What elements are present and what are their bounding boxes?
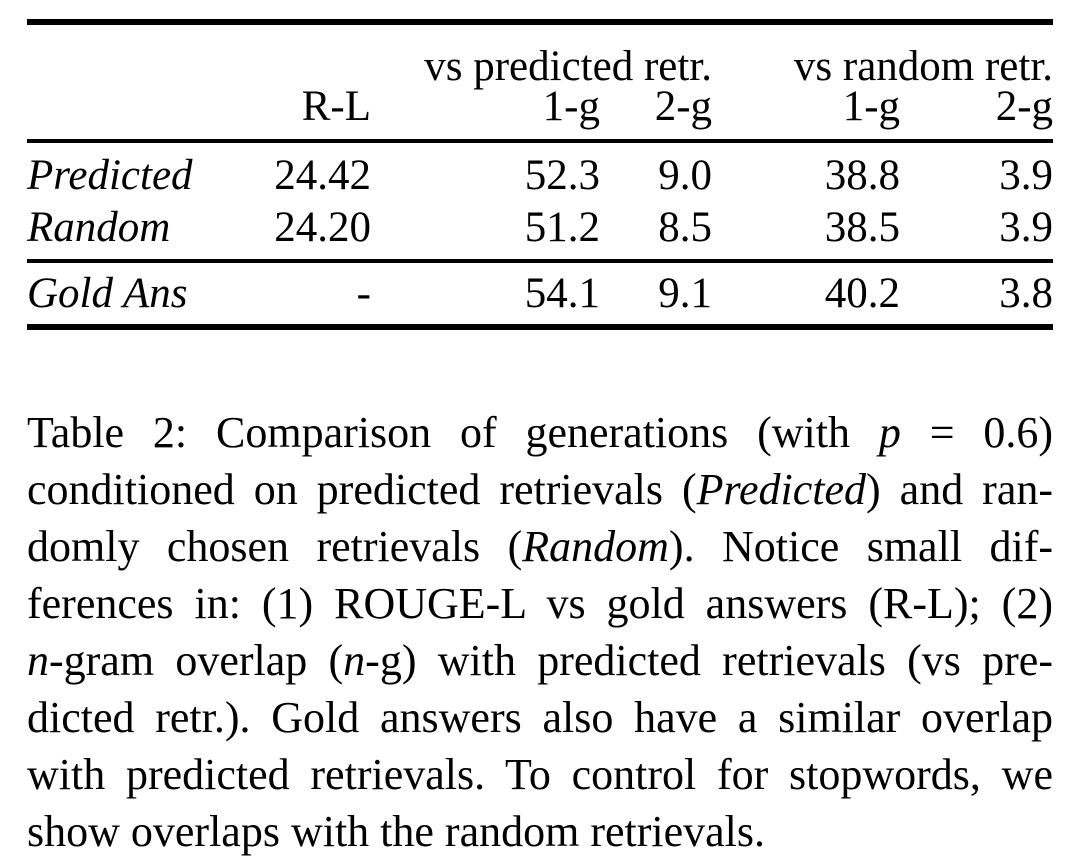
table-row-gold-ans: Gold Ans - 54.1 9.1 40.2 3.8	[27, 261, 1053, 327]
caption-line: with predicted retrievals. To control fo…	[27, 746, 1053, 803]
caption-line: Table 2: Comparison of generations (with…	[27, 404, 1053, 461]
table-row-predicted: Predicted 24.42 52.3 9.0 38.8 3.9	[27, 141, 1053, 202]
results-table: vs predicted retr. vs random retr. R-L 1…	[27, 19, 1054, 330]
cell-rand-1g: 38.5	[712, 202, 901, 263]
group-header-spacer	[27, 22, 371, 87]
caption-text: -gram overlap (	[49, 636, 344, 685]
caption-line: ferences in: (1) ROUGE-L vs gold answers…	[27, 575, 1053, 632]
caption-text: conditioned on predicted retrievals (	[27, 465, 697, 514]
group-header-row: vs predicted retr. vs random retr.	[27, 22, 1054, 90]
cell-rand-2g: 3.8	[999, 270, 1054, 317]
group-header-vs-predicted-retr: vs predicted retr.	[424, 43, 713, 90]
cell-rl: 24.20	[267, 202, 371, 263]
caption-line: conditioned on predicted retrievals (Pre…	[27, 461, 1053, 518]
cell-rand-2g: 3.9	[900, 202, 1054, 263]
cell-pred-1g: 54.1	[524, 270, 600, 317]
caption-text: ferences in: (1) ROUGE-L vs gold answers…	[27, 579, 1053, 628]
caption-italic-text: Predicted	[696, 465, 867, 514]
cell-pred-2g: 9.0	[658, 152, 713, 199]
caption-italic-text: n	[27, 636, 49, 685]
column-header-pred-2g: 2-g	[600, 85, 713, 143]
group-header-vs-random-retr: vs random retr.	[793, 43, 1054, 90]
caption-italic-text: n	[343, 636, 366, 685]
column-header-pred-1g: 1-g	[371, 85, 600, 143]
caption-line: show overlaps with the random retrievals…	[27, 803, 1053, 860]
cell-pred-2g: 9.1	[658, 270, 713, 317]
caption-text: dicted retr.). Gold answers also have a …	[27, 693, 1053, 742]
cell-rl: 24.42	[274, 152, 371, 199]
caption-text: domly chosen retrievals (	[27, 522, 523, 571]
cell-rl: -	[356, 270, 371, 317]
column-header-rl: R-L	[267, 85, 371, 143]
caption-italic-text: Random	[522, 522, 669, 571]
caption-line: domly chosen retrievals (Random). Notice…	[27, 518, 1053, 575]
cell-rand-2g: 3.9	[999, 152, 1054, 199]
caption-line: dicted retr.). Gold answers also have a …	[27, 689, 1053, 746]
table-row-random: Random 24.20 51.2 8.5 38.5 3.9	[27, 202, 1054, 263]
cell-rand-1g: 38.8	[824, 152, 901, 199]
table-caption: Table 2: Comparison of generations (with…	[27, 404, 1053, 860]
cell-rand-1g: 40.2	[824, 270, 901, 317]
caption-italic-text: p	[878, 408, 901, 457]
caption-text: = 0.6)	[900, 408, 1054, 457]
cell-pred-1g: 52.3	[524, 152, 600, 199]
row-label: Predicted	[27, 152, 193, 199]
cell-pred-2g: 8.5	[600, 202, 713, 263]
column-header-row: R-L 1-g 2-g 1-g 2-g	[27, 85, 1054, 143]
caption-text: -g) with predicted retrievals (vs pre-	[365, 636, 1053, 685]
column-header-spacer	[27, 87, 267, 143]
cell-pred-1g: 51.2	[371, 202, 600, 263]
caption-text: Table 2: Comparison of generations (with	[27, 408, 879, 457]
row-label: Random	[27, 202, 267, 263]
caption-text: show overlaps with the random retrievals…	[27, 807, 766, 856]
column-header-rand-1g: 1-g	[712, 85, 901, 143]
caption-line: n-gram overlap (n-g) with predicted retr…	[27, 632, 1053, 689]
row-label: Gold Ans	[27, 270, 188, 317]
caption-text: ) and ran-	[866, 465, 1053, 514]
column-header-rand-2g: 2-g	[900, 85, 1054, 143]
caption-text: with predicted retrievals. To control fo…	[27, 750, 1053, 799]
caption-text: ). Notice small dif-	[668, 522, 1053, 571]
